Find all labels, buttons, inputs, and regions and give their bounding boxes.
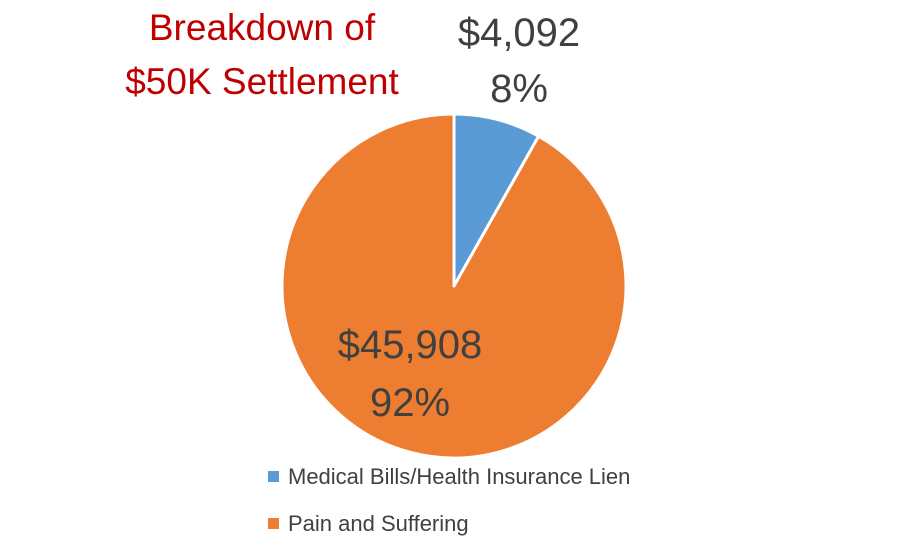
legend-item-pain: Pain and Suffering	[268, 511, 469, 536]
pie-slice-medical	[452, 112, 541, 288]
slice-percent-label-pain: 92%	[370, 381, 450, 425]
slice-value-label-medical: $4,092	[458, 11, 580, 55]
slice-percent-label-medical: 8%	[490, 67, 548, 111]
pie-slice-pain	[280, 112, 628, 460]
pie-slices	[280, 112, 628, 460]
legend-label-pain: Pain and Suffering	[288, 511, 469, 536]
legend-item-medical: Medical Bills/Health Insurance Lien	[268, 464, 630, 489]
chart-title-line-1: Breakdown of	[149, 7, 376, 48]
chart-title: Breakdown of $50K Settlement	[125, 7, 399, 102]
chart-title-line-2: $50K Settlement	[125, 61, 399, 102]
slice-value-label-pain: $45,908	[338, 323, 483, 367]
legend-label-medical: Medical Bills/Health Insurance Lien	[288, 464, 630, 489]
legend-swatch-medical	[268, 471, 279, 482]
legend-swatch-pain	[268, 518, 279, 529]
legend: Medical Bills/Health Insurance Lien Pain…	[268, 464, 630, 536]
data-labels: $4,092 8% $45,908 92%	[338, 11, 580, 425]
